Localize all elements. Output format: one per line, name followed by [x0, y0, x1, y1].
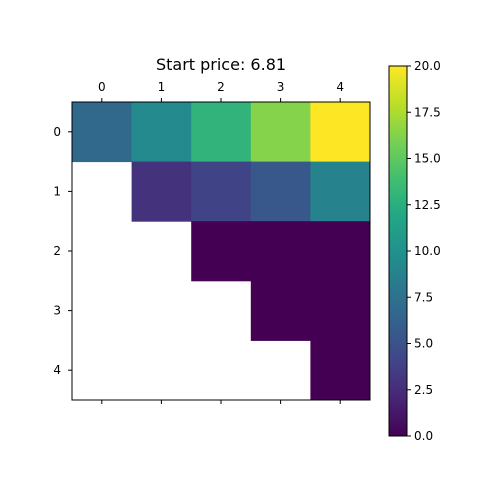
x-tick-label: 0: [98, 80, 106, 94]
colorbar: 0.0 2.5 5.0 7.5 10.0 12.5 15.0 17.5 20.0: [388, 59, 441, 443]
colorbar-tick-label: 2.5: [414, 383, 433, 397]
y-tick-label: 0: [53, 125, 61, 139]
colorbar-tick-label: 17.5: [414, 105, 441, 119]
heatmap-cell-2-2: [191, 221, 252, 282]
colorbar-tick-label: 15.0: [414, 152, 441, 166]
x-tick-label: 3: [277, 80, 285, 94]
y-tick-label: 2: [53, 244, 61, 258]
heatmap-cell-2-3: [250, 221, 311, 282]
x-axis-ticks: 0 1 2 3 4: [98, 80, 344, 404]
y-tick-label: 4: [53, 363, 61, 377]
heatmap-cell-2-4: [310, 221, 371, 282]
colorbar-gradient: [389, 66, 407, 436]
y-axis-ticks: 0 1 2 3 4: [53, 125, 72, 377]
heatmap-cell-4-4: [310, 340, 371, 401]
heatmap-cell-0-1: [131, 102, 192, 163]
heatmap-cell-0-4: [310, 102, 371, 163]
heatmap-cell-1-4: [310, 161, 371, 222]
colorbar-tick-label: 7.5: [414, 290, 433, 304]
colorbar-tick-label: 12.5: [414, 198, 441, 212]
heatmap-cell-0-2: [191, 102, 252, 163]
heatmap-cell-3-3: [250, 280, 311, 341]
colorbar-tick-label: 5.0: [414, 337, 433, 351]
x-tick-label: 4: [336, 80, 344, 94]
heatmap-cell-1-2: [191, 161, 252, 222]
heatmap-cells: [72, 102, 371, 401]
y-tick-label: 3: [53, 304, 61, 318]
heatmap-cell-0-3: [250, 102, 311, 163]
chart-title: Start price: 6.81: [156, 55, 286, 74]
x-tick-label: 2: [217, 80, 225, 94]
heatmap-cell-3-4: [310, 280, 371, 341]
x-tick-label: 1: [158, 80, 166, 94]
colorbar-tick-label: 20.0: [414, 59, 441, 73]
colorbar-tick-label: 0.0: [414, 429, 433, 443]
colorbar-tick-label: 10.0: [414, 244, 441, 258]
heatmap-cell-1-3: [250, 161, 311, 222]
y-tick-label: 1: [53, 184, 61, 198]
heatmap-cell-1-1: [131, 161, 192, 222]
heatmap-cell-0-0: [72, 102, 133, 163]
